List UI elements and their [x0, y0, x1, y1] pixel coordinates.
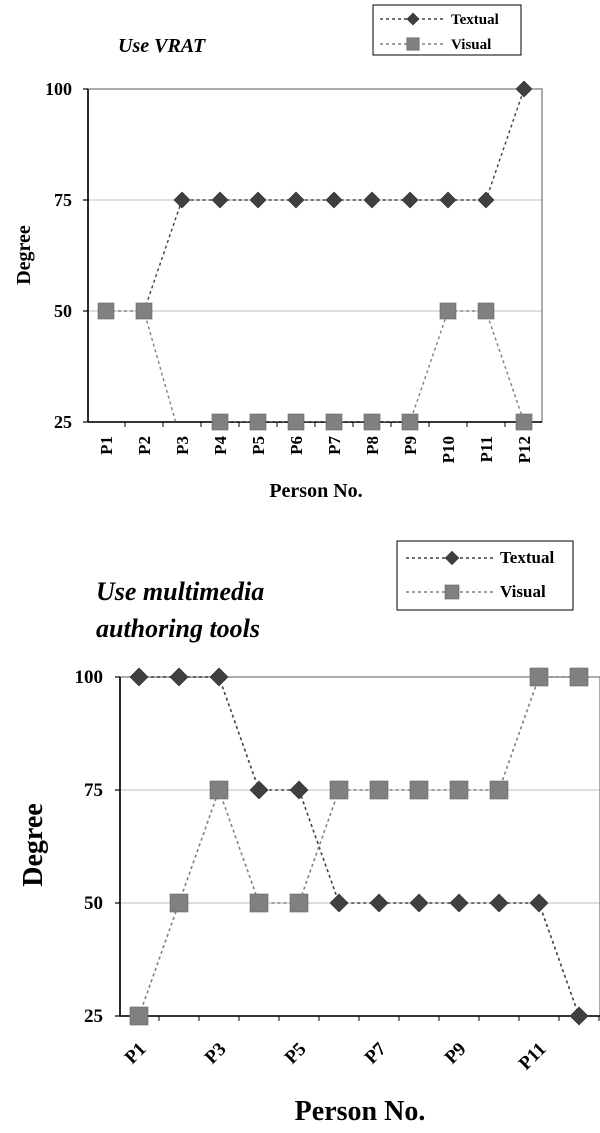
x-tick-label: P9	[401, 436, 420, 455]
y-tick-label: 25	[54, 412, 72, 432]
visual-point	[401, 413, 419, 431]
textual-point	[289, 780, 309, 800]
textual-point	[401, 191, 419, 209]
visual-point	[329, 780, 349, 800]
x-tick-label: P8	[363, 436, 382, 455]
y-tick-label: 75	[84, 780, 103, 801]
legend-diamond-marker	[406, 12, 420, 26]
x-axis-title: Person No.	[269, 480, 362, 502]
visual-point	[569, 667, 589, 687]
textual-point	[129, 667, 149, 687]
visual-point	[369, 780, 389, 800]
chart-title: authoring tools	[96, 614, 260, 643]
y-axis-title: Degree	[13, 225, 35, 285]
visual-point	[211, 413, 229, 431]
legend-label: Visual	[500, 582, 546, 601]
visual-point	[249, 893, 269, 913]
visual-point	[135, 302, 153, 320]
textual-point	[409, 893, 429, 913]
series-line-visual	[138, 676, 579, 1016]
chart-2: 25 50 75 100 P1 P3 P5 P7 P9 P11 Person No. Degree Us…	[18, 540, 600, 1127]
y-tick-label: 100	[75, 667, 104, 688]
legend-label: Visual	[451, 37, 491, 53]
textual-point	[569, 1006, 589, 1026]
textual-point	[249, 191, 267, 209]
visual-point	[515, 413, 533, 431]
textual-point	[173, 191, 191, 209]
x-tick-label: P10	[439, 436, 458, 463]
series-lines	[138, 676, 580, 1016]
legend-square-marker	[406, 37, 420, 51]
x-tick-label: P3	[201, 1039, 231, 1069]
y-tick-label: 25	[84, 1006, 103, 1027]
textual-point	[439, 191, 457, 209]
textual-point	[325, 191, 343, 209]
textual-point	[329, 893, 349, 913]
legend-square-marker	[444, 584, 460, 600]
x-tick-label: P5	[281, 1039, 311, 1069]
visual-point	[169, 893, 189, 913]
legend-box	[372, 4, 522, 56]
x-tick-label: P11	[515, 1039, 551, 1075]
visual-point	[477, 302, 495, 320]
series-line-textual	[139, 676, 580, 1016]
x-tick-label: P5	[249, 436, 268, 455]
x-tick-label: P7	[325, 436, 344, 455]
textual-point	[209, 667, 229, 687]
legend: Textual Visual	[396, 540, 574, 611]
x-tick-label: P7	[361, 1038, 391, 1068]
visual-point	[439, 302, 457, 320]
plot-frame	[119, 676, 600, 1017]
visual-point	[489, 780, 509, 800]
series-lines	[106, 88, 525, 422]
legend-box	[396, 540, 574, 611]
textual-point	[477, 191, 495, 209]
x-tick-label: P1	[97, 436, 116, 455]
y-axis-title: Degree	[18, 803, 49, 886]
x-tick-label: P2	[135, 436, 154, 455]
y-tick-label: 75	[54, 190, 72, 210]
visual-point	[325, 413, 343, 431]
textual-point	[363, 191, 381, 209]
textual-point	[169, 667, 189, 687]
visual-point	[449, 780, 469, 800]
x-tick-label: P12	[515, 436, 534, 463]
textual-point	[211, 191, 229, 209]
y-tick-label: 50	[54, 301, 72, 321]
visual-point	[289, 893, 309, 913]
legend: Textual Visual	[372, 4, 522, 56]
y-tick-label: 50	[84, 893, 103, 914]
legend-diamond-marker	[444, 550, 460, 566]
visual-point	[287, 413, 305, 431]
visual-point	[529, 667, 549, 687]
plot-frame	[87, 88, 543, 423]
visual-point	[209, 780, 229, 800]
textual-point	[515, 80, 533, 98]
visual-point	[129, 1006, 149, 1026]
y-tick-label: 100	[45, 79, 72, 99]
textual-point	[529, 893, 549, 913]
textual-point	[287, 191, 305, 209]
visual-point	[249, 413, 267, 431]
textual-point	[449, 893, 469, 913]
textual-point	[489, 893, 509, 913]
x-tick-label: P9	[441, 1039, 471, 1069]
x-tick-label: P1	[121, 1039, 151, 1069]
legend-label: Textual	[451, 12, 499, 28]
x-tick-label: P11	[477, 436, 496, 462]
chart-title: Use multimedia	[96, 577, 264, 606]
x-tick-label: P4	[211, 436, 230, 455]
x-tick-label: P3	[173, 436, 192, 455]
legend-label: Textual	[500, 548, 554, 567]
chart-title: Use VRAT	[118, 35, 206, 57]
x-axis-title: Person No.	[295, 1096, 426, 1127]
textual-point	[249, 780, 269, 800]
visual-point	[363, 413, 381, 431]
textual-point	[369, 893, 389, 913]
visual-point	[97, 302, 115, 320]
x-tick-label: P6	[287, 436, 306, 455]
visual-point	[409, 780, 429, 800]
chart-1: 25 50 75 100 P1 P2 P3 P4 P5 P6 P7 P8 P9 P10 P11 P12 Pers…	[13, 4, 543, 502]
